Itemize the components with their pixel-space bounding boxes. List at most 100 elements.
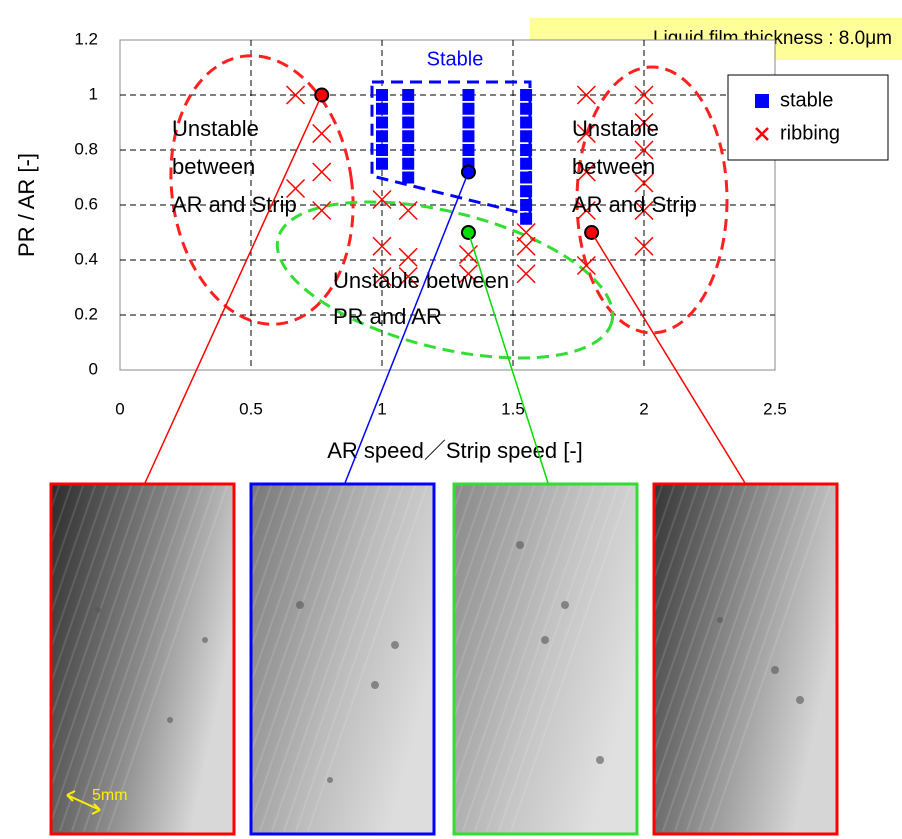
scale-label: 5mm — [92, 787, 128, 804]
streak — [652, 482, 748, 756]
point — [520, 116, 533, 129]
point — [462, 130, 475, 143]
unstable-region — [275, 200, 615, 360]
legend-marker — [755, 127, 769, 141]
point — [398, 247, 418, 267]
streak — [49, 482, 121, 687]
y-tick-label: 0 — [89, 359, 98, 378]
streak — [295, 482, 417, 832]
streak — [652, 482, 760, 791]
point — [458, 264, 478, 284]
streak — [249, 482, 297, 617]
point — [372, 266, 392, 287]
photo-link — [590, 232, 746, 484]
annotation: PR and AR — [333, 304, 442, 329]
streak — [49, 482, 97, 617]
streak — [652, 482, 772, 826]
photo — [653, 483, 838, 835]
point — [520, 185, 533, 198]
streak — [662, 482, 784, 832]
streak — [249, 482, 285, 582]
x-tick-label: 1 — [377, 399, 386, 418]
point — [286, 85, 306, 105]
streak — [83, 482, 205, 832]
photo — [453, 483, 638, 835]
legend-label: stable — [780, 89, 833, 111]
point — [516, 222, 536, 243]
y-tick-label: 0.2 — [74, 304, 98, 323]
streak — [71, 482, 193, 832]
streak — [271, 482, 393, 832]
photo-link — [344, 171, 470, 484]
streak — [59, 482, 181, 832]
streak — [249, 482, 333, 722]
streak — [49, 482, 157, 791]
point — [376, 102, 388, 115]
point — [520, 89, 533, 101]
point — [376, 130, 388, 143]
point — [398, 200, 418, 221]
streak — [49, 482, 109, 652]
photo — [50, 483, 235, 835]
point — [576, 255, 596, 276]
photo-frame — [652, 482, 839, 836]
y-tick-label: 0.8 — [74, 139, 98, 158]
unstable-region — [575, 65, 729, 335]
x-tick-label: 1.5 — [501, 399, 525, 418]
annotation: Unstable — [172, 116, 259, 141]
x-tick-label: 2 — [639, 399, 648, 418]
photo-frame — [452, 482, 639, 836]
streak — [498, 482, 620, 832]
streak — [249, 482, 321, 687]
streak — [652, 482, 724, 687]
point — [634, 85, 654, 105]
point — [312, 123, 332, 144]
y-tick-label: 0.6 — [74, 194, 98, 213]
streak — [452, 482, 524, 687]
scale-arrow — [66, 790, 101, 815]
annotation: between — [572, 154, 655, 179]
streak — [49, 482, 73, 548]
point — [376, 116, 388, 129]
point — [462, 89, 475, 101]
point — [516, 236, 536, 256]
point — [520, 212, 533, 225]
point — [376, 144, 388, 156]
streak — [462, 482, 584, 832]
point — [462, 116, 475, 129]
streak — [652, 482, 700, 617]
streak — [686, 482, 808, 832]
streak — [452, 482, 488, 582]
annotation: Stable — [427, 48, 484, 70]
annotation: Unstable — [572, 116, 659, 141]
annotation: between — [172, 154, 255, 179]
point — [634, 173, 654, 193]
unstable-region — [169, 54, 355, 326]
streak — [474, 482, 596, 832]
photos: 5mm — [49, 482, 839, 836]
streak — [452, 482, 548, 756]
point — [402, 102, 415, 115]
point — [312, 162, 332, 182]
annotation: AR and Strip — [572, 192, 697, 217]
photo-links — [144, 94, 746, 484]
streak — [49, 482, 169, 826]
x-axis-label: AR speed／Strip speed [-] — [327, 438, 583, 463]
streak — [452, 482, 572, 826]
point — [376, 157, 388, 170]
point — [516, 264, 536, 284]
streak — [107, 482, 229, 832]
point — [402, 89, 415, 101]
photo-frame — [249, 482, 436, 836]
point — [576, 200, 596, 221]
streak — [49, 482, 145, 756]
x-tick-label: 0 — [115, 399, 124, 418]
streak — [452, 482, 476, 548]
streak — [95, 482, 217, 832]
streak — [674, 482, 796, 832]
streak — [652, 482, 712, 652]
point — [520, 102, 533, 115]
point — [402, 130, 415, 143]
photo — [250, 483, 435, 835]
